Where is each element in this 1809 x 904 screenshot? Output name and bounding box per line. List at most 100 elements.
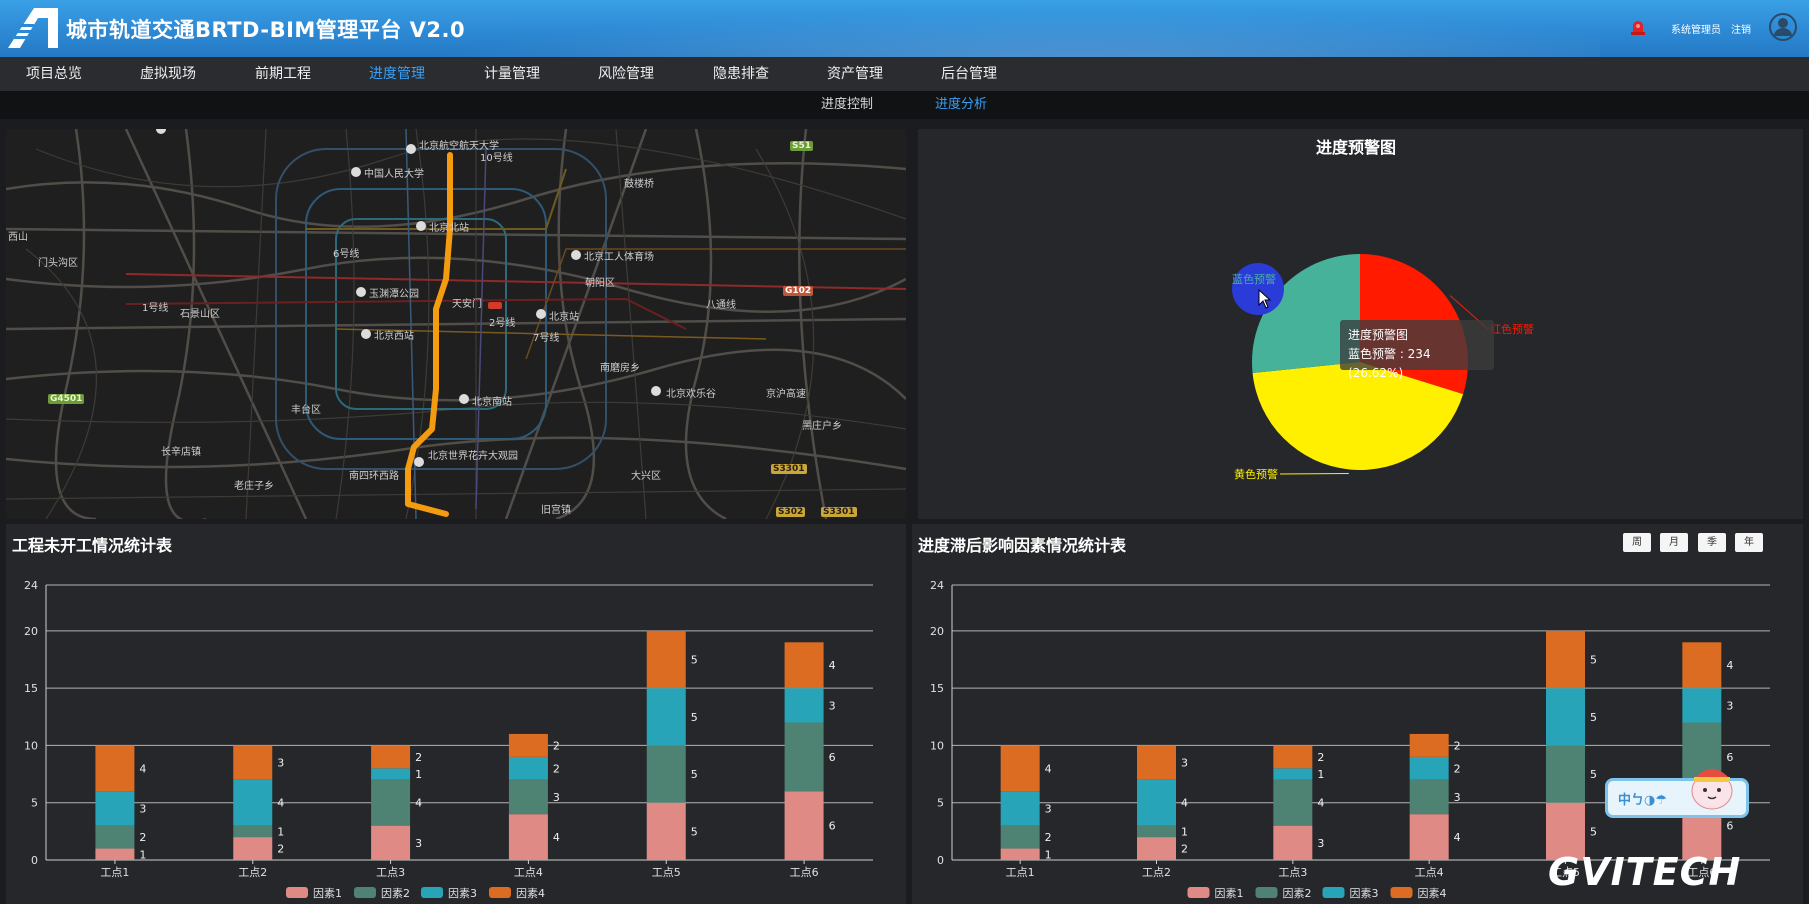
legend-label[interactable]: 因素3 bbox=[1350, 887, 1379, 900]
bar-segment[interactable] bbox=[508, 779, 548, 815]
nav-item-backend-admin[interactable]: 后台管理 bbox=[941, 66, 997, 82]
legend-label[interactable]: 因素1 bbox=[1215, 887, 1244, 900]
x-tick-label: 工点1 bbox=[1006, 866, 1035, 879]
pie-slice[interactable] bbox=[1252, 362, 1464, 470]
bar-segment[interactable] bbox=[1000, 825, 1040, 849]
bar-segment[interactable] bbox=[508, 756, 548, 780]
nav-item-progress-management[interactable]: 进度管理 bbox=[369, 66, 425, 82]
bar-segment[interactable] bbox=[1546, 688, 1585, 746]
bar-segment[interactable] bbox=[233, 825, 273, 838]
bar-segment[interactable] bbox=[1137, 779, 1176, 826]
legend-swatch[interactable] bbox=[1187, 887, 1210, 898]
legend-swatch[interactable] bbox=[286, 887, 308, 898]
bar-segment[interactable] bbox=[1273, 779, 1313, 826]
bar-segment[interactable] bbox=[1409, 756, 1449, 780]
period-quarter-button[interactable]: 季 bbox=[1698, 533, 1726, 552]
bar-segment[interactable] bbox=[1409, 814, 1449, 860]
period-month-button[interactable]: 月 bbox=[1660, 533, 1688, 552]
bar-segment[interactable] bbox=[1409, 779, 1449, 815]
bar-segment[interactable] bbox=[508, 814, 548, 860]
bar-segment[interactable] bbox=[371, 768, 411, 780]
nav-item-risk-management[interactable]: 风险管理 bbox=[598, 66, 654, 82]
bar-segment[interactable] bbox=[95, 791, 135, 826]
period-week-button[interactable]: 周 bbox=[1623, 533, 1651, 552]
legend-swatch[interactable] bbox=[354, 887, 376, 898]
bar-segment[interactable] bbox=[784, 688, 824, 723]
period-year-button[interactable]: 年 bbox=[1735, 533, 1763, 552]
bar-segment[interactable] bbox=[508, 733, 548, 757]
platform-logo-icon bbox=[8, 8, 58, 48]
bar-segment[interactable] bbox=[1137, 825, 1176, 838]
bar-segment[interactable] bbox=[1546, 745, 1585, 803]
legend-label[interactable]: 因素1 bbox=[313, 887, 342, 900]
bar-segment[interactable] bbox=[1546, 630, 1585, 689]
legend-swatch[interactable] bbox=[489, 887, 511, 898]
bar-value-label: 1 bbox=[1181, 825, 1188, 838]
bar-segment[interactable] bbox=[1137, 745, 1176, 780]
logout-link[interactable]: 注销 bbox=[1731, 25, 1751, 36]
nav-item-measurement[interactable]: 计量管理 bbox=[484, 66, 540, 82]
legend-label[interactable]: 因素2 bbox=[1283, 887, 1312, 900]
legend-label[interactable]: 因素3 bbox=[448, 887, 477, 900]
legend-swatch[interactable] bbox=[1322, 887, 1345, 898]
map-canvas[interactable] bbox=[6, 129, 906, 519]
map-label: 北京西站 bbox=[374, 331, 414, 342]
subnav-progress-analysis[interactable]: 进度分析 bbox=[935, 97, 988, 112]
bar-segment[interactable] bbox=[646, 745, 686, 803]
alarm-icon[interactable] bbox=[1630, 18, 1646, 36]
bar-value-label: 6 bbox=[1726, 820, 1733, 833]
bar-segment[interactable] bbox=[1000, 745, 1040, 792]
bar-segment[interactable] bbox=[646, 630, 686, 689]
nav-item-asset-management[interactable]: 资产管理 bbox=[827, 66, 883, 82]
bar-segment[interactable] bbox=[646, 688, 686, 746]
bar-segment[interactable] bbox=[95, 745, 135, 792]
nav-item-virtual-site[interactable]: 虚拟现场 bbox=[140, 66, 196, 82]
bar-segment[interactable] bbox=[784, 722, 824, 792]
legend-label[interactable]: 因素2 bbox=[381, 887, 410, 900]
map-label: 玉渊潭公园 bbox=[369, 289, 419, 300]
bar-value-label: 2 bbox=[277, 843, 284, 856]
bar-segment[interactable] bbox=[1682, 642, 1722, 689]
bar-segment[interactable] bbox=[1546, 802, 1585, 860]
bar-value-label: 5 bbox=[1590, 825, 1597, 838]
nav-item-preliminary-works[interactable]: 前期工程 bbox=[255, 66, 311, 82]
mascot-icon[interactable] bbox=[1684, 757, 1740, 813]
bar-segment[interactable] bbox=[784, 642, 824, 689]
pie-slice[interactable] bbox=[1252, 254, 1360, 373]
legend-swatch[interactable] bbox=[1255, 887, 1278, 898]
bar-segment[interactable] bbox=[95, 848, 135, 860]
bar-segment[interactable] bbox=[233, 779, 273, 826]
highway-badge: G102 bbox=[783, 286, 814, 296]
bar-segment[interactable] bbox=[371, 745, 411, 769]
map-label: 6号线 bbox=[333, 249, 360, 260]
bar-segment[interactable] bbox=[1409, 733, 1449, 757]
bar-segment[interactable] bbox=[1000, 848, 1040, 860]
bar-segment[interactable] bbox=[371, 779, 411, 826]
bar-segment[interactable] bbox=[233, 745, 273, 780]
unstarted-bar-chart[interactable]: 0 5 10 15 20 24 1 2 3 4 工点1 2 1 4 3 工点2 3 4 1 2 工点3 4 3 2 2 工点4 5 5… bbox=[6, 544, 906, 904]
bar-segment[interactable] bbox=[1000, 791, 1040, 826]
map-panel[interactable]: 北京航空航天大学 中国人民大学 10号线 北京北站 鼓楼桥 北京工人体育场 6号… bbox=[6, 129, 906, 519]
user-avatar-icon[interactable] bbox=[1769, 13, 1797, 41]
bar-segment[interactable] bbox=[1273, 768, 1313, 780]
legend-swatch[interactable] bbox=[1390, 887, 1413, 898]
bar-segment[interactable] bbox=[1273, 745, 1313, 769]
bar-segment[interactable] bbox=[1137, 837, 1176, 860]
bar-segment[interactable] bbox=[784, 791, 824, 860]
nav-item-project-overview[interactable]: 项目总览 bbox=[26, 66, 82, 82]
bar-segment[interactable] bbox=[95, 825, 135, 849]
bar-segment[interactable] bbox=[371, 825, 411, 860]
bar-segment[interactable] bbox=[1682, 688, 1722, 723]
delay-factors-bar-chart[interactable]: 0 5 10 15 20 24 1 2 3 4 工点1 2 1 4 3 工点2 3 4 1 2 工点3 4 3 2 2 工点4 5 5… bbox=[912, 544, 1803, 904]
bar-segment[interactable] bbox=[1273, 825, 1313, 860]
bar-value-label: 3 bbox=[415, 837, 422, 850]
bar-segment[interactable] bbox=[233, 837, 273, 860]
bar-value-label: 1 bbox=[415, 768, 422, 781]
legend-swatch[interactable] bbox=[421, 887, 443, 898]
nav-item-hazard-inspection[interactable]: 隐患排查 bbox=[713, 66, 769, 82]
pie-slice-highlight[interactable] bbox=[1232, 263, 1284, 315]
legend-label[interactable]: 因素4 bbox=[516, 887, 545, 900]
legend-label[interactable]: 因素4 bbox=[1418, 887, 1447, 900]
subnav-progress-control[interactable]: 进度控制 bbox=[821, 97, 874, 112]
bar-segment[interactable] bbox=[646, 802, 686, 860]
